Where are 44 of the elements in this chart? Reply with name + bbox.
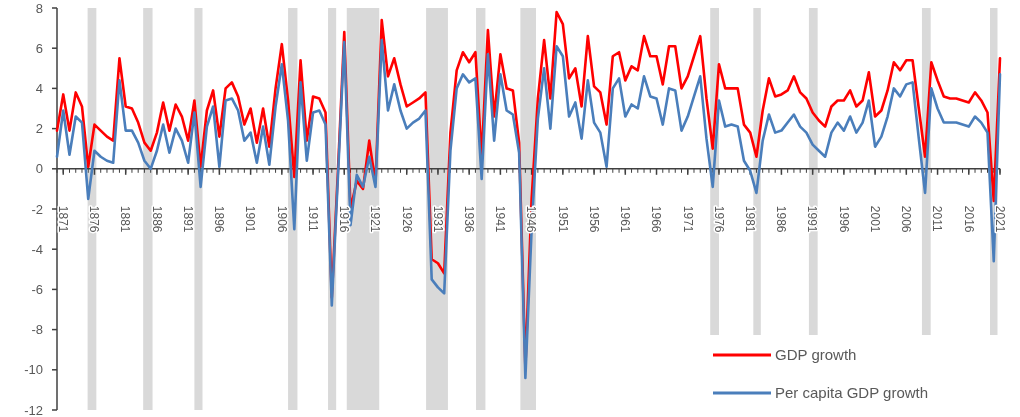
x-tick-label: 1896: [212, 205, 227, 233]
legend-label: GDP growth: [775, 346, 857, 364]
y-tick-label: -10: [24, 362, 43, 378]
x-tick-label: 1881: [118, 205, 133, 233]
x-tick-label: 2011: [930, 205, 945, 232]
x-tick-label: 1901: [243, 205, 258, 233]
x-tick-label: 2016: [961, 205, 976, 233]
x-tick-label: 1906: [274, 205, 289, 233]
x-tick-label: 1956: [586, 205, 601, 233]
y-tick-label: -8: [31, 322, 43, 338]
x-tick-label: 1916: [337, 205, 352, 233]
y-tick-label: -4: [31, 241, 43, 257]
x-tick-label: 1911: [305, 205, 320, 232]
legend-label: Per capita GDP growth: [775, 384, 929, 402]
x-tick-label: 1941: [493, 205, 508, 233]
x-tick-label: 1926: [399, 205, 414, 233]
x-tick-label: 2021: [992, 205, 1007, 233]
x-tick-label: 1871: [56, 205, 71, 233]
x-tick-label: 2001: [867, 205, 882, 233]
x-tick-label: 1886: [149, 205, 164, 233]
y-tick-label: -12: [24, 402, 43, 417]
y-tick-label: -6: [31, 281, 43, 297]
x-tick-label: 1931: [430, 205, 445, 233]
x-tick-label: 1891: [180, 205, 195, 233]
y-tick-label: 2: [35, 121, 43, 137]
y-tick-label: 6: [35, 40, 43, 56]
x-tick-label: 1981: [743, 205, 757, 233]
y-tick-label: 0: [35, 161, 43, 177]
x-tick-label: 1921: [368, 205, 383, 233]
x-tick-label: 1966: [649, 205, 664, 233]
x-tick-label: 1946: [524, 205, 539, 233]
y-tick-label: 8: [35, 0, 43, 16]
x-tick-label: 1971: [680, 205, 695, 233]
x-tick-label: 1976: [711, 205, 726, 233]
x-tick-label: 1961: [618, 205, 633, 233]
x-tick-label: 1951: [555, 205, 570, 233]
x-tick-label: 1876: [87, 205, 102, 233]
x-tick-label: 1991: [805, 205, 820, 233]
x-tick-label: 1986: [774, 205, 789, 233]
x-tick-label: 1996: [836, 205, 851, 233]
x-tick-label: 1936: [461, 205, 476, 233]
y-tick-label: -2: [31, 201, 43, 217]
x-tick-label: 2006: [899, 205, 914, 233]
y-tick-label: 4: [35, 80, 43, 96]
